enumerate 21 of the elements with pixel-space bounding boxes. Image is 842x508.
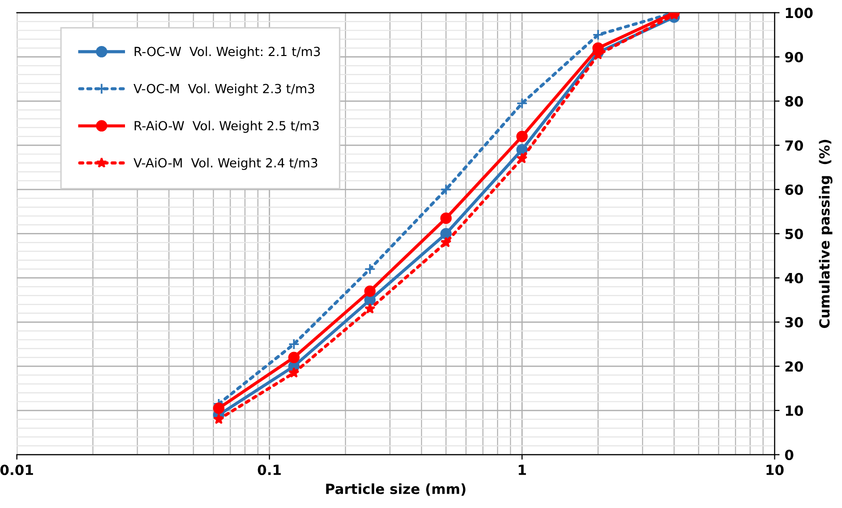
y-tick-label: 60	[785, 184, 804, 195]
y-tick-label: 100	[786, 8, 813, 18]
y-tick-label: 80	[785, 96, 804, 107]
y-tick-label: 40	[784, 272, 804, 284]
y-tick-label: 50	[785, 228, 804, 240]
y-tick-label: 30	[785, 317, 804, 328]
y-tick-label: 0	[785, 450, 794, 460]
legend-label: V-OC-M Vol. Weight 2.3 t/m3	[134, 84, 314, 96]
x-tick-label: 0.01	[0, 464, 34, 476]
legend-label: V-AiO-M Vol. Weight 2.4 t/m3	[134, 158, 318, 170]
y-tick-label: 90	[785, 52, 804, 62]
legend-label: R-OC-W Vol. Weight: 2.1 t/m3	[134, 46, 320, 59]
x-tick-label: 10	[766, 464, 784, 476]
x-tick-label: 0.1	[258, 464, 281, 476]
y-axis-title: Cumulative passing (%)	[818, 140, 832, 328]
x-tick-label: 1	[518, 464, 526, 475]
legend-label: R-AiO-W Vol. Weight 2.5 t/m3	[134, 120, 319, 133]
y-tick-label: 20	[785, 361, 804, 372]
y-tick-label: 70	[785, 140, 804, 151]
y-tick-label: 10	[786, 405, 804, 416]
x-axis-title: Particle size (mm)	[326, 483, 466, 496]
